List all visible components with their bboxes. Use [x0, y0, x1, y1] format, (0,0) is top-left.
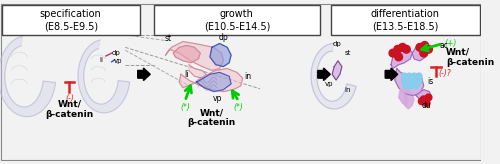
Text: in: in — [344, 87, 351, 93]
Text: Wnt/
β-catenin: Wnt/ β-catenin — [45, 99, 94, 119]
Text: (-)?: (-)? — [438, 69, 451, 78]
Circle shape — [395, 53, 402, 61]
Text: is: is — [428, 78, 434, 86]
FancyArrow shape — [318, 68, 330, 81]
Text: specification
(E8.5-E9.5): specification (E8.5-E9.5) — [40, 9, 102, 31]
Polygon shape — [179, 69, 242, 92]
Text: du: du — [422, 101, 432, 110]
Polygon shape — [416, 90, 432, 103]
Polygon shape — [196, 72, 231, 92]
Circle shape — [413, 83, 419, 89]
Text: vp: vp — [114, 58, 122, 64]
Polygon shape — [332, 61, 342, 80]
Text: li: li — [184, 70, 188, 79]
Text: (*): (*) — [180, 103, 190, 112]
Circle shape — [423, 100, 430, 107]
Text: st: st — [165, 34, 172, 43]
Polygon shape — [0, 36, 56, 117]
Circle shape — [416, 73, 422, 79]
Circle shape — [425, 94, 432, 101]
Text: (+): (+) — [445, 39, 458, 48]
Polygon shape — [398, 88, 408, 105]
Circle shape — [406, 78, 412, 84]
Circle shape — [402, 78, 407, 84]
Circle shape — [418, 98, 425, 105]
Text: vp: vp — [213, 93, 222, 102]
Text: differentiation
(E13.5-E18.5): differentiation (E13.5-E18.5) — [371, 9, 440, 31]
Circle shape — [402, 73, 407, 79]
Text: li: li — [99, 57, 103, 63]
Polygon shape — [166, 41, 224, 71]
FancyArrow shape — [385, 68, 398, 81]
Polygon shape — [188, 65, 206, 78]
Polygon shape — [404, 84, 414, 109]
Circle shape — [420, 96, 427, 103]
Text: st: st — [344, 50, 351, 56]
Polygon shape — [311, 43, 356, 109]
FancyArrow shape — [138, 68, 150, 81]
Text: dp: dp — [332, 41, 342, 47]
Circle shape — [420, 49, 428, 57]
Text: vp: vp — [324, 81, 333, 87]
FancyBboxPatch shape — [2, 5, 140, 35]
Circle shape — [404, 83, 409, 89]
Circle shape — [406, 73, 412, 79]
Text: (-): (-) — [65, 93, 74, 102]
Text: growth
(E10.5-E14.5): growth (E10.5-E14.5) — [204, 9, 270, 31]
Circle shape — [416, 78, 422, 84]
Circle shape — [394, 45, 402, 53]
Circle shape — [402, 45, 410, 53]
Polygon shape — [174, 45, 201, 63]
Circle shape — [408, 83, 414, 89]
Circle shape — [389, 49, 396, 57]
Polygon shape — [395, 69, 424, 95]
Circle shape — [398, 43, 406, 51]
Text: dp: dp — [218, 33, 228, 41]
Polygon shape — [412, 43, 430, 61]
Circle shape — [411, 78, 417, 84]
FancyBboxPatch shape — [154, 5, 320, 35]
Text: dp: dp — [112, 50, 120, 56]
Text: Wnt/
β-catenin: Wnt/ β-catenin — [446, 47, 494, 67]
FancyBboxPatch shape — [332, 5, 480, 35]
Text: ac: ac — [439, 41, 448, 50]
Circle shape — [421, 41, 428, 49]
Circle shape — [411, 73, 417, 79]
Polygon shape — [78, 40, 130, 113]
Polygon shape — [210, 43, 231, 67]
Text: (*): (*) — [234, 103, 244, 112]
Text: Wnt/
β-catenin: Wnt/ β-catenin — [188, 108, 236, 127]
Circle shape — [424, 45, 432, 53]
Polygon shape — [391, 45, 412, 69]
Circle shape — [416, 43, 424, 51]
Text: in: in — [244, 72, 252, 81]
